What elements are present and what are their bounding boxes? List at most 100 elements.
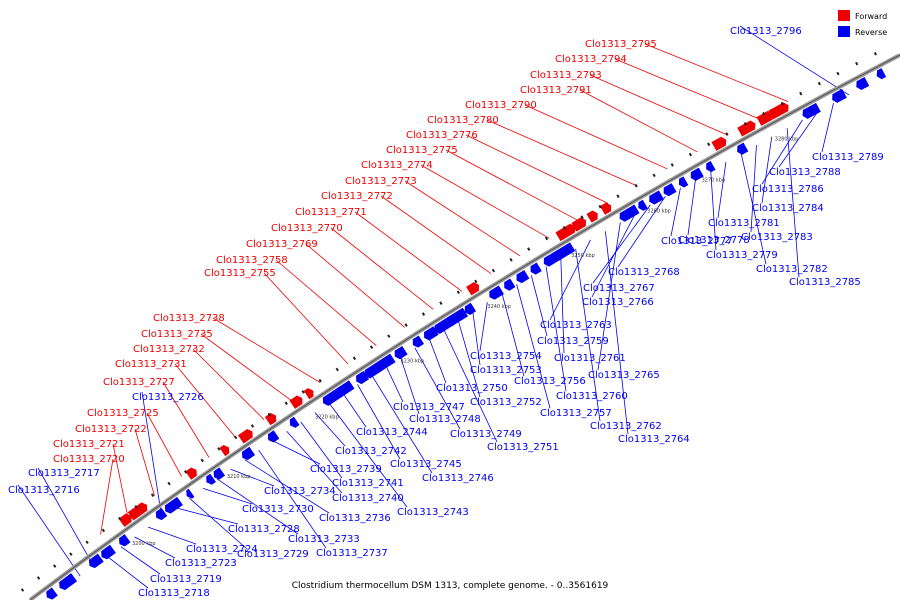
- reverse-gene: [464, 302, 477, 315]
- reverse-gene: [46, 587, 58, 600]
- reverse-connector: [37, 467, 95, 567]
- forward-gene-label: Clo1313_2769: [246, 239, 318, 250]
- reverse-gene: [530, 262, 542, 275]
- legend-swatch: [838, 26, 850, 37]
- reverse-connector: [592, 204, 651, 284]
- reverse-connector: [17, 484, 81, 577]
- tick-mark: [217, 447, 221, 451]
- reverse-gene-label: Clo1313_2752: [470, 397, 542, 408]
- reverse-connector: [761, 119, 803, 185]
- reverse-gene-label: Clo1313_2766: [582, 297, 654, 308]
- gene-labels: Clo1313_2720 Clo1313_2721 Clo1313_2722 Clo1…: [8, 26, 884, 599]
- forward-gene-label: Clo1313_2722: [75, 424, 147, 435]
- reverse-gene: [619, 204, 640, 222]
- reverse-gene: [356, 370, 370, 385]
- reverse-connector: [443, 329, 498, 443]
- reverse-connector: [516, 284, 551, 409]
- reverse-gene: [663, 183, 677, 197]
- reverse-gene-label: Clo1313_2748: [409, 414, 481, 425]
- genome-backbone: [28, 53, 900, 600]
- reverse-connector: [314, 412, 346, 447]
- tick-mark: [527, 247, 531, 251]
- reverse-gene-label: Clo1313_2746: [422, 473, 494, 484]
- reverse-gene: [832, 88, 847, 103]
- reverse-gene: [155, 507, 168, 521]
- tick-mark: [598, 204, 602, 209]
- tick-mark: [799, 91, 803, 96]
- reverse-gene: [186, 488, 195, 499]
- reverse-connector: [717, 162, 727, 219]
- forward-gene-label: Clo1313_2780: [427, 115, 499, 126]
- reverse-gene-label: Clo1313_2726: [132, 392, 204, 403]
- tick-mark: [352, 356, 357, 361]
- reverse-connector: [617, 196, 666, 268]
- tick-mark: [20, 588, 25, 592]
- reverse-connector: [300, 421, 343, 479]
- reverse-gene-label: Clo1313_2733: [288, 534, 360, 545]
- reverse-connector: [821, 103, 834, 153]
- reverse-connector: [202, 488, 253, 505]
- forward-gene: [571, 217, 586, 232]
- reverse-connector: [371, 375, 433, 474]
- reverse-gene: [380, 353, 396, 369]
- forward-gene-label: Clo1313_2790: [465, 100, 537, 111]
- tick-mark: [69, 552, 73, 556]
- reverse-connector: [739, 25, 850, 96]
- tick-mark: [855, 61, 859, 66]
- scale-tick-label: 3220 kbp: [315, 414, 339, 420]
- forward-gene-label: Clo1313_2773: [345, 176, 417, 187]
- scale-ticks: 3200 kbp 3210 kbp 3220 kbp 3230 kbp 3240 kbp…: [132, 137, 798, 547]
- reverse-gene-label: Clo1313_2763: [540, 320, 612, 331]
- reverse-connector: [189, 497, 248, 550]
- tick-mark: [167, 481, 171, 486]
- tick-mark: [284, 401, 288, 406]
- tick-mark: [250, 424, 255, 428]
- forward-gene-label: Clo1313_2732: [133, 344, 205, 355]
- reverse-gene-label: Clo1313_2716: [8, 485, 80, 496]
- reverse-gene-label: Clo1313_2764: [618, 434, 690, 445]
- reverse-connector: [216, 478, 299, 535]
- reverse-gene-label: Clo1313_2789: [812, 152, 884, 163]
- reverse-connector: [400, 356, 420, 415]
- reverse-connector: [147, 526, 197, 545]
- forward-gene-label: Clo1313_2772: [321, 191, 393, 202]
- reverse-connector: [134, 536, 176, 559]
- reverse-connector: [597, 222, 621, 371]
- reverse-gene-label: Clo1313_2753: [470, 365, 542, 376]
- reverse-gene-label: Clo1313_2747: [393, 402, 465, 413]
- reverse-gene-label: Clo1313_2768: [608, 267, 680, 278]
- reverse-gene: [118, 534, 131, 547]
- forward-connector: [200, 333, 293, 402]
- tick-mark: [491, 268, 496, 273]
- reverse-gene-label: Clo1313_2786: [752, 184, 824, 195]
- scale-tick-label: 3210 kbp: [227, 474, 251, 480]
- tick-mark: [707, 142, 711, 147]
- reverse-gene: [504, 278, 516, 291]
- forward-connector: [162, 381, 210, 458]
- reverse-connector: [479, 302, 488, 352]
- forward-gene: [756, 110, 773, 126]
- reverse-connector: [750, 145, 757, 233]
- reverse-gene: [516, 269, 530, 284]
- forward-gene: [586, 210, 598, 223]
- reverse-gene: [649, 190, 664, 205]
- reverse-connector: [286, 431, 343, 494]
- reverse-gene-label: Clo1313_2761: [554, 353, 626, 364]
- reverse-gene-label: Clo1313_2736: [319, 513, 391, 524]
- forward-connector: [354, 211, 463, 292]
- forward-gene: [599, 202, 612, 215]
- reverse-gene-label: Clo1313_2762: [590, 421, 662, 432]
- reverse-gene: [638, 199, 648, 211]
- reverse-gene: [241, 446, 256, 461]
- reverse-gene: [206, 473, 216, 485]
- reverse-gene-label: Clo1313_2784: [752, 203, 824, 214]
- forward-gene: [118, 513, 132, 527]
- reverse-gene-label: Clo1313_2759: [537, 336, 609, 347]
- forward-connector: [146, 412, 183, 477]
- tick-mark: [421, 312, 426, 316]
- forward-gene: [466, 282, 480, 296]
- forward-gene-label: Clo1313_2758: [216, 255, 288, 266]
- forward-gene: [737, 120, 756, 137]
- reverse-gene-label: Clo1313_2754: [470, 351, 542, 362]
- reverse-connector: [710, 170, 717, 251]
